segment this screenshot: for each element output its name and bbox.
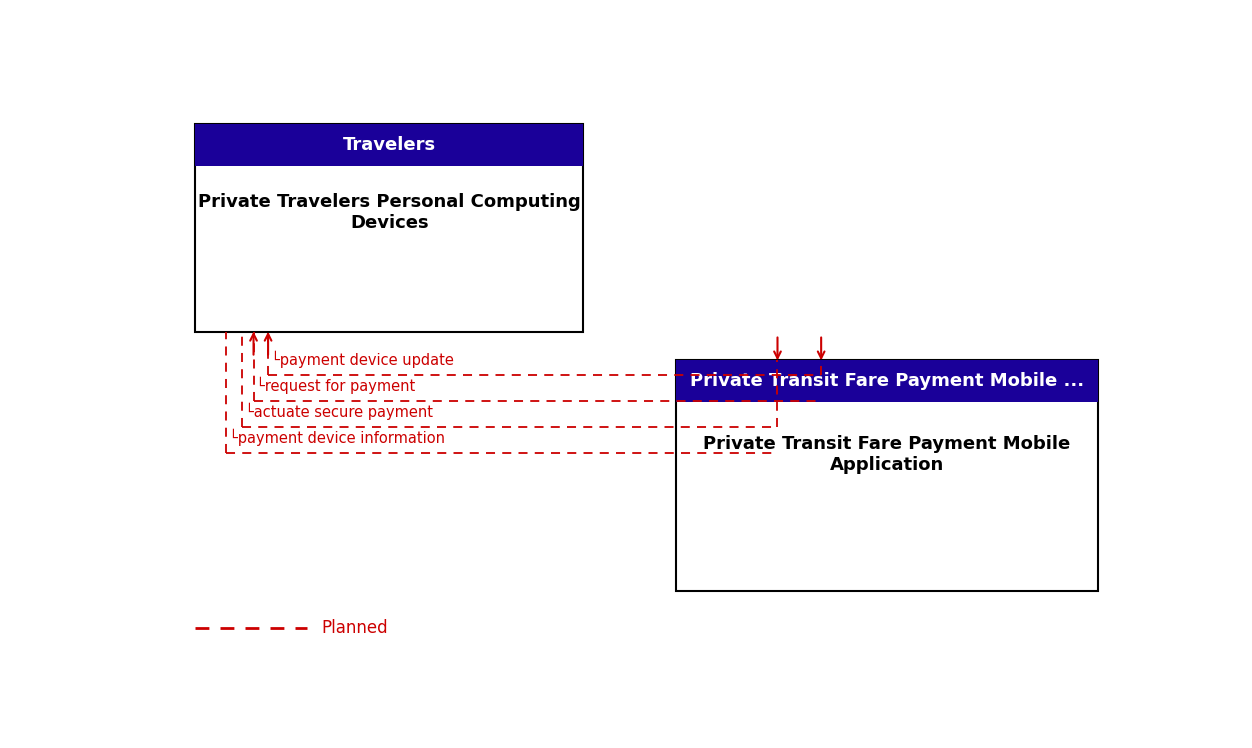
Bar xyxy=(676,361,1098,402)
Text: Private Transit Fare Payment Mobile
Application: Private Transit Fare Payment Mobile Appl… xyxy=(704,435,1070,474)
Text: Planned: Planned xyxy=(322,619,388,637)
Text: Travelers: Travelers xyxy=(343,136,436,154)
Bar xyxy=(676,361,1098,591)
Text: └request for payment: └request for payment xyxy=(257,376,416,394)
Text: Private Transit Fare Payment Mobile ...: Private Transit Fare Payment Mobile ... xyxy=(690,373,1084,390)
Bar xyxy=(195,124,583,166)
Text: └actuate secure payment: └actuate secure payment xyxy=(245,402,433,420)
Text: └payment device information: └payment device information xyxy=(229,429,446,446)
Text: Private Travelers Personal Computing
Devices: Private Travelers Personal Computing Dev… xyxy=(198,193,581,232)
Text: └payment device update: └payment device update xyxy=(270,351,454,368)
Bar xyxy=(195,124,583,331)
